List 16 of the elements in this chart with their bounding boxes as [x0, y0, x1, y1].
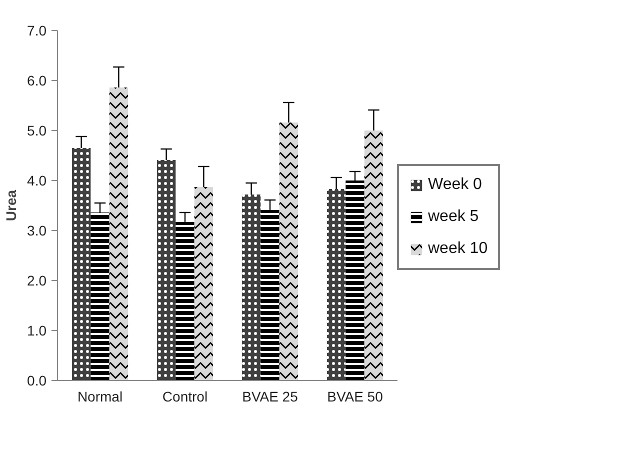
y-tick-label: 7.0 [27, 22, 47, 38]
x-tick-label: BVAE 50 [327, 388, 384, 404]
y-tick-label: 2.0 [27, 272, 47, 288]
legend-label: week 10 [428, 240, 488, 258]
x-tick-label: BVAE 25 [242, 388, 298, 404]
y-tick-label: 3.0 [27, 222, 47, 238]
x-tick-label: Control [162, 388, 208, 404]
y-tick-label: 5.0 [27, 122, 47, 138]
y-axis-title: Urea [3, 190, 20, 222]
y-tick-label: 4.0 [27, 172, 47, 188]
y-tick-label: 0.0 [27, 372, 47, 388]
y-tick-label: 1.0 [27, 322, 47, 338]
y-tick-label: 6.0 [27, 72, 47, 88]
legend-label: week 5 [428, 208, 479, 226]
x-tick-label: Normal [77, 388, 123, 404]
legend-label: Week 0 [428, 176, 482, 194]
